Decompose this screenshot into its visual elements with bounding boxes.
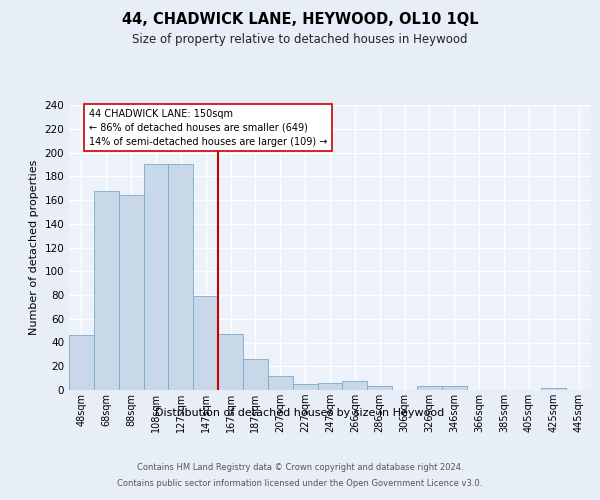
- Bar: [94, 190, 119, 390]
- Bar: [218, 334, 243, 390]
- Bar: [293, 384, 317, 390]
- Text: Contains HM Land Registry data © Crown copyright and database right 2024.: Contains HM Land Registry data © Crown c…: [137, 462, 463, 471]
- Bar: [143, 164, 169, 390]
- Bar: [442, 386, 467, 390]
- Text: Contains public sector information licensed under the Open Government Licence v3: Contains public sector information licen…: [118, 479, 482, 488]
- Bar: [343, 380, 367, 390]
- Bar: [243, 359, 268, 390]
- Text: 44 CHADWICK LANE: 150sqm
← 86% of detached houses are smaller (649)
14% of semi-: 44 CHADWICK LANE: 150sqm ← 86% of detach…: [89, 108, 327, 146]
- Bar: [417, 386, 442, 390]
- Bar: [169, 164, 193, 390]
- Bar: [367, 386, 392, 390]
- Bar: [541, 388, 566, 390]
- Text: Distribution of detached houses by size in Heywood: Distribution of detached houses by size …: [155, 408, 445, 418]
- Bar: [268, 376, 293, 390]
- Bar: [119, 195, 143, 390]
- Text: Size of property relative to detached houses in Heywood: Size of property relative to detached ho…: [132, 32, 468, 46]
- Bar: [193, 296, 218, 390]
- Y-axis label: Number of detached properties: Number of detached properties: [29, 160, 39, 335]
- Bar: [317, 383, 343, 390]
- Bar: [69, 336, 94, 390]
- Text: 44, CHADWICK LANE, HEYWOOD, OL10 1QL: 44, CHADWICK LANE, HEYWOOD, OL10 1QL: [122, 12, 478, 28]
